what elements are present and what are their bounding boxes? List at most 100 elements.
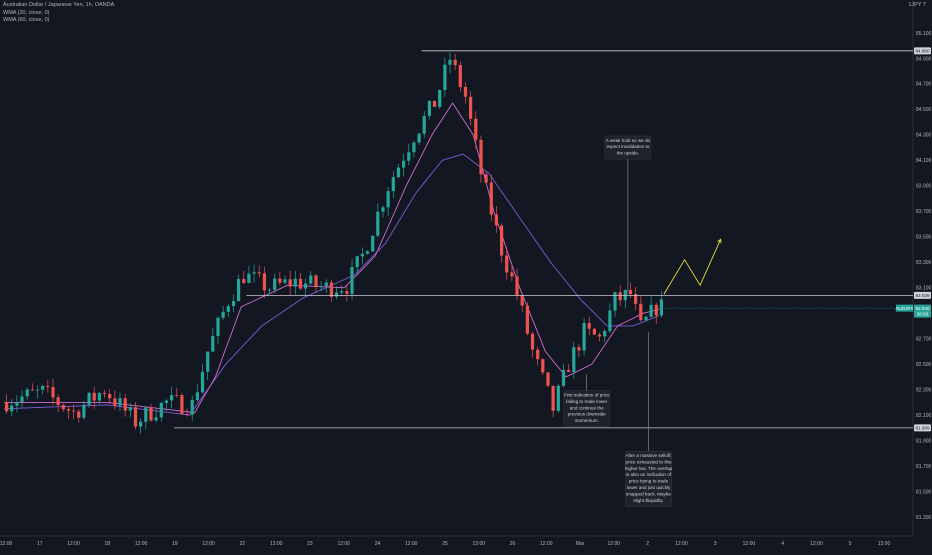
candle-body xyxy=(407,152,411,161)
time-tick-label: 12:00 xyxy=(202,541,215,547)
candle-body xyxy=(164,400,168,403)
candle-body xyxy=(97,393,101,401)
candle-body xyxy=(102,393,107,394)
candle-body xyxy=(139,421,143,427)
price-tick-label: 84.300 xyxy=(916,133,932,139)
candle-body xyxy=(154,417,158,421)
price-tick-label: 82.300 xyxy=(916,387,932,393)
time-tick-label: 24 xyxy=(375,541,381,547)
wma-60-legend[interactable]: WMA (60, close, 0) xyxy=(3,17,50,23)
note-massive-selloff-line-7: snapped back. Maybe xyxy=(626,491,671,496)
time-tick-label: 26 xyxy=(510,541,516,547)
note-massive-selloff-line-6: lower and just quickly xyxy=(627,485,671,490)
candle-body xyxy=(206,351,210,372)
level-tag-2 xyxy=(914,291,931,299)
price-tick-label: 83.700 xyxy=(916,209,932,215)
candle-body xyxy=(25,389,29,397)
candle-body xyxy=(242,279,246,283)
time-tick-label: 3 xyxy=(714,541,717,547)
candle-body xyxy=(438,90,442,107)
candle-body xyxy=(644,316,648,321)
note-weak-hold-line-1: A weak hold so we do xyxy=(606,138,651,143)
candle-body xyxy=(304,283,308,289)
candle-body xyxy=(479,139,483,175)
candle-body xyxy=(113,398,117,406)
note-first-indication-line-4: previous downside xyxy=(568,412,606,417)
time-tick-label: 12:00 xyxy=(675,541,688,547)
time-tick-label: 12:00 xyxy=(810,541,823,547)
price-tick-label: 84.900 xyxy=(916,56,932,62)
candle-body xyxy=(262,273,266,291)
candle-body xyxy=(572,347,576,372)
note-first-indication-line-1: First indication of price xyxy=(564,393,610,398)
note-massive-selloff-box xyxy=(625,450,672,507)
price-tick-label: 83.100 xyxy=(916,286,932,292)
wma-20-legend[interactable]: WMA (20, close, 0) xyxy=(3,9,50,16)
candle-body xyxy=(72,410,76,412)
candle-body xyxy=(10,405,14,412)
candle-body xyxy=(257,272,261,274)
candle-body xyxy=(474,118,478,140)
candle-body xyxy=(634,294,638,304)
candle-body xyxy=(195,392,199,400)
candle-body xyxy=(376,211,380,236)
price-tick-label: 82.500 xyxy=(916,362,932,368)
candle-body xyxy=(639,303,643,321)
candle-body xyxy=(500,225,504,256)
time-tick-label: 22 xyxy=(240,541,246,547)
current-price-countdown: 38:59 xyxy=(917,312,929,317)
candle-body xyxy=(123,398,127,411)
candle-body xyxy=(561,369,566,386)
note-massive-selloff-line-2: price exhausted to this xyxy=(626,459,673,464)
candle-body xyxy=(288,279,292,287)
candle-body xyxy=(273,278,277,290)
level-tag-label-2: 83.039 xyxy=(915,293,929,298)
candle-body xyxy=(525,305,529,334)
price-tick-label: 81.900 xyxy=(916,438,932,444)
time-tick-label: 12:00 xyxy=(337,541,350,547)
note-first-indication-box xyxy=(563,390,610,427)
price-tick-label: 82.700 xyxy=(916,337,932,343)
candle-body xyxy=(159,402,163,418)
candle-body xyxy=(649,304,653,317)
note-massive-selloff-line-4: is also an indication of xyxy=(626,472,672,477)
candle-body xyxy=(484,174,488,183)
candle-body xyxy=(180,395,184,414)
note-weak-hold-line-3: the upside. xyxy=(617,151,639,156)
candle-body xyxy=(221,311,225,318)
candle-body xyxy=(453,59,457,66)
candle-body xyxy=(170,395,174,401)
note-massive-selloff-line-5: price trying to trade xyxy=(629,479,669,484)
candle-body xyxy=(350,267,354,294)
candle-body xyxy=(536,349,540,360)
time-tick-label: 12:00 xyxy=(270,541,283,547)
symbol-title[interactable]: Australian Dollar / Japanese Yen, 1h, OA… xyxy=(3,2,115,8)
candle-body xyxy=(185,413,189,415)
candle-body xyxy=(216,317,220,336)
time-tick-label: 5 xyxy=(849,541,852,547)
candle-body xyxy=(469,96,473,119)
candle-body xyxy=(46,385,50,387)
candle-body xyxy=(422,116,426,134)
current-symbol-label: AUDJPY xyxy=(895,306,913,311)
current-symbol-tag xyxy=(896,304,913,312)
candle-body xyxy=(603,331,607,337)
time-tick-label: 23 xyxy=(307,541,313,547)
time-tick-label: 4 xyxy=(781,541,784,547)
candle-body xyxy=(654,304,658,316)
candle-body xyxy=(20,396,24,402)
time-axis[interactable]: 12:00 17 12:00 18 12:00 19 12:00 22 12:00 23 12:00… xyxy=(0,541,890,547)
candle-body xyxy=(51,387,55,398)
candle-body xyxy=(340,291,344,293)
candle-body xyxy=(247,273,251,283)
price-tick-label: 83.300 xyxy=(916,260,932,266)
current-price-value: 82.940 xyxy=(915,306,929,311)
candle-body xyxy=(298,278,303,289)
candle-body xyxy=(360,253,364,257)
candle-body xyxy=(15,402,19,406)
candle-body xyxy=(551,385,555,411)
level-tag-label-1: 84.960 xyxy=(915,49,929,54)
